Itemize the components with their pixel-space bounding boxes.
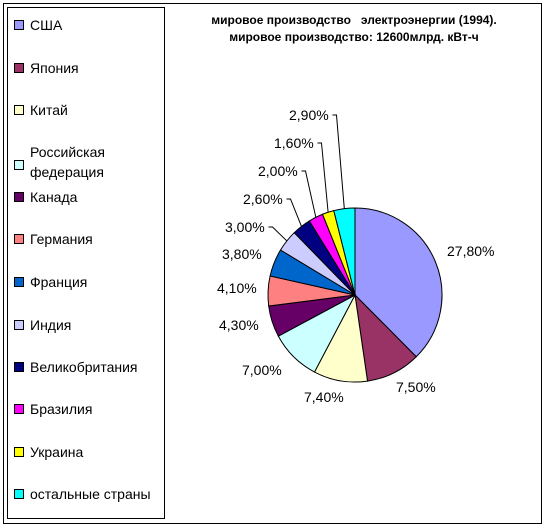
data-label: 4,30%	[219, 317, 259, 333]
data-label: 3,00%	[225, 219, 265, 235]
data-label: 7,00%	[242, 362, 282, 378]
legend-swatch	[14, 489, 24, 499]
legend-swatch	[14, 105, 24, 115]
chart-subtitle: мировое производство: 12600млрд. кВт-ч	[229, 30, 479, 44]
legend-swatch	[14, 447, 24, 457]
legend-swatch	[14, 277, 24, 287]
legend-label: Япония	[30, 60, 79, 76]
data-label: 2,90%	[289, 107, 329, 123]
legend-swatch	[14, 362, 24, 372]
pie-slice	[354, 207, 443, 358]
legend-label: Франция	[30, 274, 88, 290]
data-label: 4,10%	[217, 280, 257, 296]
legend-swatch	[14, 160, 24, 170]
legend-label: Украина	[30, 444, 84, 460]
data-label: 3,80%	[222, 246, 262, 262]
legend-label: Бразилия	[30, 401, 93, 417]
data-label: 2,00%	[258, 163, 298, 179]
legend-swatch	[14, 192, 24, 202]
leader-line	[317, 142, 329, 213]
legend-label: Великобритания	[30, 359, 138, 375]
chart-frame	[3, 3, 542, 524]
leader-line	[268, 226, 288, 242]
data-label: 7,50%	[396, 379, 436, 395]
legend-label: Российская федерация	[30, 144, 105, 180]
data-label: 7,40%	[304, 389, 344, 405]
data-label: 27,80%	[447, 243, 494, 259]
legend-swatch	[14, 320, 24, 330]
chart-title-line1: мировое производство электроэнергии (199…	[211, 13, 497, 27]
pie-chart: 27,80% 7,50% 7,40% 7,00% 4,30% 4,10% 3,80% 3,00…	[217, 107, 494, 405]
legend-label: Германия	[30, 231, 93, 247]
legend-label: Китай	[30, 102, 68, 118]
data-label: 1,60%	[274, 135, 314, 151]
leader-line	[286, 198, 302, 227]
legend-swatch	[14, 234, 24, 244]
legend: США Япония Китай Российская федерация Канада Г…	[7, 7, 165, 519]
leader-line	[332, 114, 345, 209]
chart-title: мировое производство электроэнергии (199…	[168, 12, 540, 46]
legend-swatch	[14, 404, 24, 414]
legend-label: США	[30, 17, 63, 33]
legend-label: Индия	[30, 317, 72, 333]
leader-line	[301, 170, 317, 218]
legend-swatch	[14, 63, 24, 73]
legend-swatch	[14, 20, 24, 30]
legend-label: остальные страны	[30, 486, 151, 502]
data-label: 2,60%	[243, 191, 283, 207]
legend-label: Канада	[30, 189, 78, 205]
